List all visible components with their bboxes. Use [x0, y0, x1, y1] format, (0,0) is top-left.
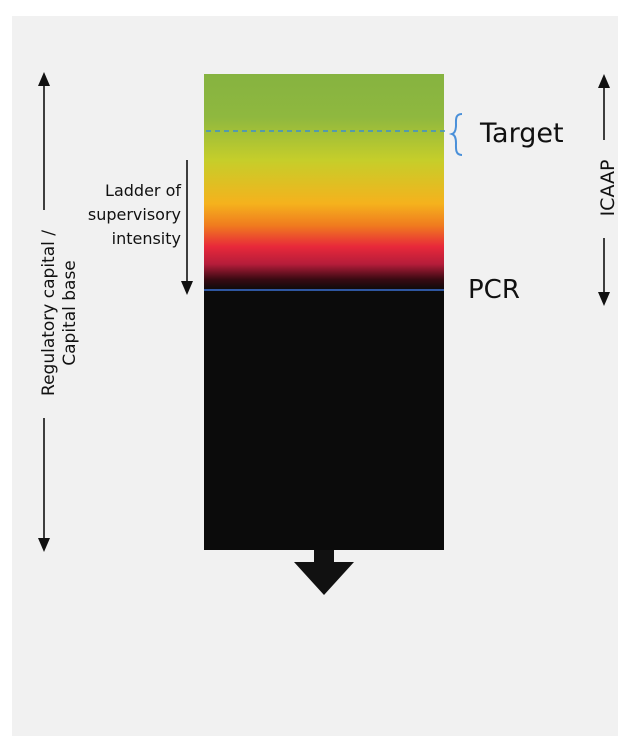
ladder-label-line2: supervisory — [88, 205, 181, 224]
target-label: Target — [479, 118, 564, 149]
ladder-label: Ladder of supervisory intensity — [88, 181, 182, 248]
ladder-arrow-icon — [181, 160, 193, 295]
capital-gradient-block — [204, 74, 444, 290]
regulatory-capital-arrow-icon — [38, 72, 50, 552]
regulatory-capital-label-line2: Capital base — [60, 260, 80, 366]
pcr-label: PCR — [468, 275, 520, 305]
regulatory-capital-label: Regulatory capital / Capital base — [39, 230, 80, 396]
icaap-arrow-icon — [598, 74, 610, 306]
target-brace-icon — [448, 113, 463, 156]
icaap-label: ICAAP — [597, 160, 619, 217]
capital-dark-block — [204, 290, 444, 550]
down-arrow-icon — [294, 550, 354, 595]
ladder-label-line1: Ladder of — [105, 181, 181, 200]
regulatory-capital-label-line1: Regulatory capital / — [39, 230, 59, 396]
ladder-label-line3: intensity — [112, 229, 181, 248]
